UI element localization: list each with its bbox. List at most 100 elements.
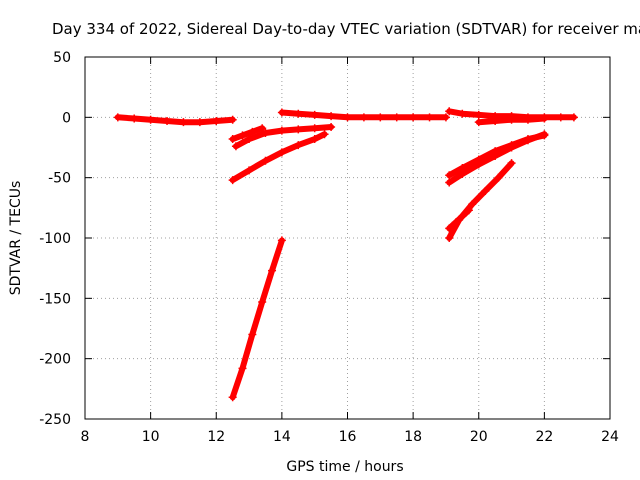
data-point (248, 330, 257, 339)
data-point (238, 364, 247, 373)
data-point (409, 113, 418, 122)
data-point (195, 118, 204, 127)
data-point (327, 112, 336, 121)
data-point (458, 109, 467, 118)
series-line (229, 237, 285, 401)
x-tick-label: 20 (470, 429, 488, 445)
data-point (507, 115, 516, 124)
series-arc-4 (228, 130, 329, 185)
series-line (446, 207, 472, 232)
data-point (268, 266, 277, 275)
data-point (474, 110, 483, 119)
data-point (179, 118, 188, 127)
x-tick-label: 22 (535, 429, 553, 445)
data-point (458, 212, 467, 221)
data-point (310, 110, 319, 119)
data-point (294, 125, 303, 134)
data-point (445, 107, 454, 116)
data-point (231, 142, 240, 151)
data-point (277, 126, 286, 135)
data-point (228, 176, 237, 185)
series-arc-6 (277, 108, 450, 122)
data-point (445, 234, 454, 242)
data-point (146, 115, 155, 124)
data-point (468, 200, 477, 209)
y-axis-label: SDTVAR / TECUs (8, 181, 24, 296)
y-tick-label: -200 (39, 352, 71, 368)
data-point (441, 113, 450, 122)
data-point (163, 116, 172, 125)
data-point (392, 113, 401, 122)
data-point (228, 115, 237, 124)
data-point (277, 236, 286, 245)
y-tick-label: -50 (48, 171, 71, 187)
series-arc-2 (228, 124, 267, 144)
data-point (130, 114, 139, 123)
series-arc-8 (474, 114, 549, 127)
data-point (494, 173, 503, 182)
series-arc-5 (228, 236, 286, 402)
x-tick-label: 12 (207, 429, 225, 445)
data-point (481, 186, 490, 195)
x-axis-label: GPS time / hours (286, 459, 403, 475)
data-point (540, 114, 549, 123)
data-point (523, 115, 532, 124)
data-point (310, 124, 319, 133)
data-point (507, 143, 516, 152)
tick-layer: 8 10 12 14 16 18 20 22 24 -250 -200 -150 -100 -50 0 50 (39, 50, 619, 445)
data-point (451, 218, 460, 227)
data-point (491, 151, 500, 160)
series-layer (113, 107, 578, 402)
data-point (556, 113, 565, 122)
data-point (228, 135, 237, 144)
series-arc-3 (231, 122, 336, 151)
series-arc-12 (445, 206, 473, 233)
data-point (523, 136, 532, 145)
y-tick-label: -100 (39, 231, 71, 247)
data-point (258, 124, 267, 133)
data-point (359, 113, 368, 122)
data-point (445, 178, 454, 187)
data-point (491, 116, 500, 125)
y-tick-label: 0 (62, 110, 71, 126)
x-tick-label: 8 (81, 429, 90, 445)
data-point (277, 148, 286, 157)
chart-title: Day 334 of 2022, Sidereal Day-to-day VTE… (52, 20, 640, 38)
x-tick-label: 18 (404, 429, 422, 445)
data-point (569, 113, 578, 122)
data-point (474, 118, 483, 127)
data-point (228, 393, 237, 402)
data-point (261, 156, 270, 165)
data-point (343, 113, 352, 122)
data-point (245, 135, 254, 144)
data-point (238, 131, 247, 140)
y-tick-label: 50 (53, 50, 71, 66)
data-point (320, 130, 329, 139)
x-tick-label: 14 (273, 429, 291, 445)
data-point (327, 122, 336, 131)
data-point (248, 127, 257, 136)
data-point (294, 141, 303, 150)
data-point (245, 166, 254, 175)
data-point (458, 170, 467, 179)
data-point (310, 135, 319, 144)
data-point (474, 160, 483, 169)
x-tick-label: 16 (339, 429, 357, 445)
data-point (425, 113, 434, 122)
data-point (376, 113, 385, 122)
data-point (540, 130, 549, 139)
series-arc-10 (445, 130, 549, 187)
x-tick-label: 24 (601, 429, 619, 445)
data-point (277, 108, 286, 117)
series-arc-1 (113, 113, 237, 127)
data-point (113, 113, 122, 122)
data-point (445, 224, 454, 233)
data-point (261, 129, 270, 138)
data-point (445, 171, 454, 180)
grid-layer (85, 57, 610, 419)
y-tick-label: -250 (39, 412, 71, 428)
data-point (258, 297, 267, 306)
data-point (294, 109, 303, 118)
data-point (464, 206, 473, 215)
